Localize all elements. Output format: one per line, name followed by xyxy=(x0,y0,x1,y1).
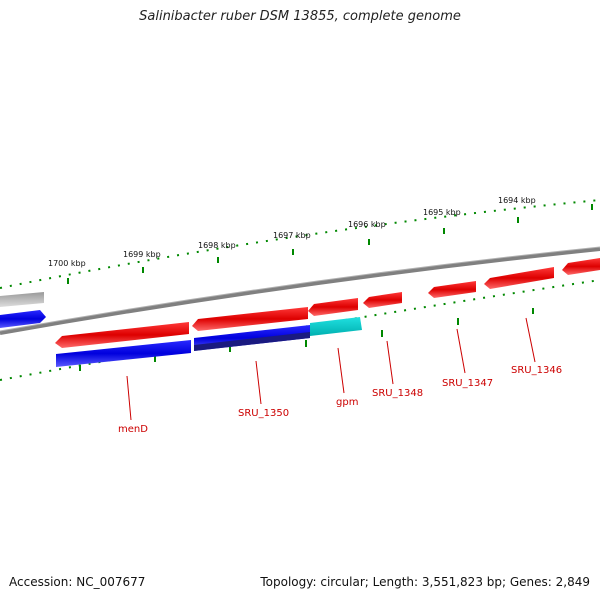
gene-forward-sru1347 xyxy=(428,281,476,298)
lower-ruler-ticks xyxy=(79,308,534,371)
gene-label-sru1348: SRU_1348 xyxy=(372,388,423,399)
gene-label-sru1350: SRU_1350 xyxy=(238,408,289,419)
gene-forward-sru1350 xyxy=(192,307,308,331)
gene-partial-gray xyxy=(0,292,44,307)
gene-label-menD: menD xyxy=(118,424,148,435)
gene-forward-sru1348 xyxy=(363,292,402,308)
gene-reverse-menD xyxy=(56,340,191,367)
gene-forward-gpm xyxy=(308,298,358,316)
gene-label-gpm: gpm xyxy=(336,397,358,408)
kbp-label-1700: 1700 kbp xyxy=(48,259,86,268)
gene-forward-sru1346 xyxy=(484,267,554,289)
kbp-label-1698: 1698 kbp xyxy=(198,241,236,250)
gene-forward-partial-right xyxy=(562,258,600,275)
upper-ruler-ticks xyxy=(67,204,593,284)
gene-forward-menD xyxy=(55,322,189,348)
kbp-label-1696: 1696 kbp xyxy=(348,220,386,229)
kbp-label-1699: 1699 kbp xyxy=(123,250,161,259)
map-title: Salinibacter ruber DSM 13855, complete g… xyxy=(139,9,461,24)
gene-highlight-gpm xyxy=(310,317,362,336)
gene-partial-blue xyxy=(0,310,46,328)
topology-text: Topology: circular; Length: 3,551,823 bp… xyxy=(260,575,590,589)
gene-label-sru1346: SRU_1346 xyxy=(511,365,562,376)
kbp-label-1695: 1695 kbp xyxy=(423,208,461,217)
gene-label-sru1347: SRU_1347 xyxy=(442,378,493,389)
kbp-label-1694: 1694 kbp xyxy=(498,196,536,205)
kbp-label-1697: 1697 kbp xyxy=(273,231,311,240)
gene-reverse-sru1350-dark xyxy=(194,332,310,351)
genome-backbone xyxy=(0,247,600,335)
label-leaders xyxy=(126,317,536,421)
accession-text: Accession: NC_007677 xyxy=(9,575,146,589)
